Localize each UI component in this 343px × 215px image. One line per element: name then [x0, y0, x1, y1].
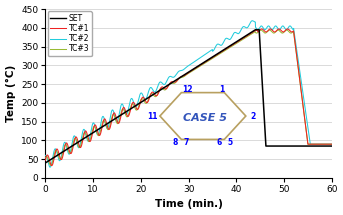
Y-axis label: Temp (°C): Temp (°C) — [5, 65, 16, 122]
Polygon shape — [160, 93, 246, 139]
Legend: SET, TC#1, TC#2, TC#3: SET, TC#1, TC#2, TC#3 — [48, 11, 92, 56]
Text: 1: 1 — [219, 86, 225, 94]
Text: 8: 8 — [173, 138, 178, 147]
Text: 11: 11 — [147, 112, 158, 121]
Text: 6: 6 — [217, 138, 222, 147]
X-axis label: Time (min.): Time (min.) — [155, 200, 223, 209]
Text: 2: 2 — [250, 112, 256, 121]
Text: 5: 5 — [227, 138, 233, 147]
Text: 12: 12 — [182, 86, 192, 94]
Text: 7: 7 — [184, 138, 189, 147]
Text: CASE 5: CASE 5 — [183, 113, 227, 123]
